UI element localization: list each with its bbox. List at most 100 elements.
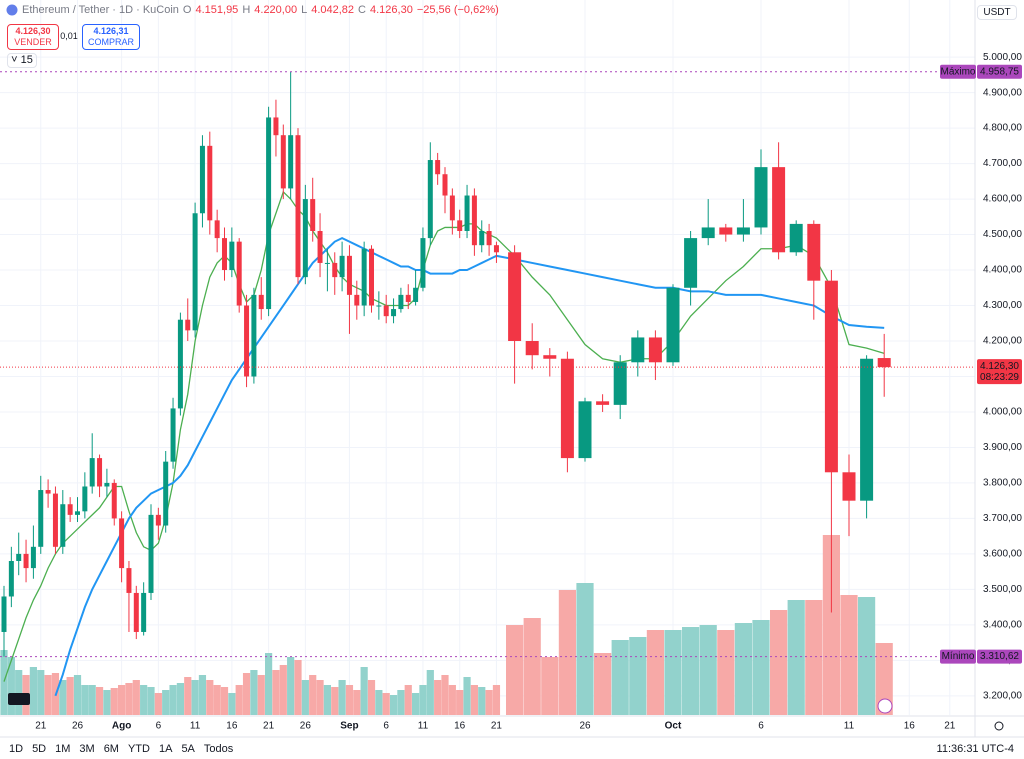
candle-body	[155, 514, 161, 526]
volume-bar	[456, 690, 464, 715]
candle-body	[244, 305, 250, 377]
candle-body	[170, 408, 176, 462]
marker-label: Máximo	[940, 66, 975, 77]
y-tick-label: 5.000,00	[983, 52, 1022, 63]
volume-bar	[154, 693, 162, 715]
symbol: Ethereum / Tether · 1D · KuCoin	[22, 4, 179, 16]
range-button[interactable]: 1D	[9, 742, 24, 755]
candle-body	[596, 401, 610, 405]
candle-body	[236, 241, 242, 306]
candle-body	[119, 518, 125, 569]
clock: 11:36:31 UTC-4	[936, 742, 1014, 755]
y-tick-label: 4.900,00	[983, 87, 1022, 98]
candle-body	[543, 355, 557, 359]
volume-bar	[95, 687, 104, 715]
volume-bar	[140, 685, 148, 715]
volume-bar	[66, 677, 74, 715]
x-tick-label: 26	[300, 721, 312, 732]
volume-bar	[206, 680, 214, 715]
range-button[interactable]: YTD	[127, 742, 150, 755]
marker-tag	[940, 64, 976, 79]
candle-body	[354, 294, 360, 306]
candle-body	[8, 561, 14, 597]
volume-bar	[88, 685, 96, 715]
indicators-toggle[interactable]: ˅ 15	[7, 53, 37, 68]
countdown: 08:23:29	[980, 372, 1019, 383]
volume-bar	[470, 685, 478, 715]
volume-bar	[448, 685, 456, 715]
buy-label: COMPRAR	[87, 37, 134, 47]
candle-body	[457, 220, 463, 231]
x-tick-label: 6	[156, 721, 162, 732]
volume-bar	[294, 660, 302, 715]
candle-body	[324, 262, 330, 264]
candle-body	[148, 514, 154, 593]
candle-body	[666, 287, 680, 363]
volume-bar	[345, 685, 354, 715]
candle-body	[104, 482, 110, 487]
volume-bar	[419, 685, 427, 715]
volume-bar	[59, 680, 67, 715]
change: −25,56 (−0,62%)	[416, 4, 499, 16]
buy-price: 4.126,31	[93, 26, 129, 36]
volume-bar	[228, 693, 236, 715]
volume-bar	[523, 618, 541, 715]
candle-body	[807, 223, 821, 281]
candle-body	[736, 227, 750, 235]
candle-body	[214, 220, 220, 239]
range-button[interactable]: 1A	[158, 742, 173, 755]
y-tick-label: 3.600,00	[983, 549, 1022, 560]
candle-body	[177, 319, 183, 409]
y-tick-label: 3.500,00	[983, 584, 1022, 595]
candle-body	[560, 358, 574, 459]
price-tag	[977, 64, 1022, 79]
range-button[interactable]: 6M	[103, 742, 119, 755]
candle-body	[23, 553, 29, 569]
volume-bar	[382, 693, 390, 715]
volume-bar	[198, 675, 207, 715]
x-tick-label: Oct	[665, 721, 682, 732]
volume-bar	[664, 630, 682, 715]
y-tick-label: 4.000,00	[983, 407, 1022, 418]
volume-bar	[242, 673, 251, 715]
range-button[interactable]: 3M	[79, 742, 95, 755]
volume-bar	[220, 687, 229, 715]
volume-bar	[646, 630, 664, 715]
volume-bar	[404, 685, 412, 715]
ohlc-label: C	[358, 4, 366, 16]
volume-bar	[118, 685, 126, 715]
candle-body	[16, 553, 22, 561]
candle-body	[471, 195, 477, 246]
candle-body	[89, 458, 95, 487]
buy-button[interactable]: 4.126,31 COMPRAR	[82, 24, 140, 50]
volume-bar	[397, 690, 405, 715]
x-tick-label: 16	[226, 721, 238, 732]
volume-bar	[770, 610, 788, 715]
candle-body	[251, 294, 257, 377]
indicator-count: 15	[20, 54, 33, 66]
volume-bar	[840, 595, 858, 715]
volume-bar	[301, 680, 309, 715]
sell-button[interactable]: 4.126,30 VENDER	[7, 24, 59, 50]
range-button[interactable]: Todos	[203, 742, 234, 755]
range-button[interactable]: 1M	[55, 742, 71, 755]
range-button[interactable]: 5D	[32, 742, 47, 755]
volume-bar	[576, 583, 594, 715]
volume-bar	[176, 683, 184, 715]
volume-bar	[353, 690, 361, 715]
x-tick-label: 11	[190, 721, 201, 732]
x-tick-label: 21	[944, 721, 956, 732]
candle-body	[38, 490, 44, 547]
candle-body	[295, 135, 301, 278]
candle-body	[525, 341, 539, 356]
candle-body	[631, 337, 645, 363]
marker-tag	[940, 649, 976, 664]
range-button[interactable]: 5A	[181, 742, 195, 755]
y-tick-label: 3.200,00	[983, 690, 1022, 701]
volume-bar	[309, 675, 317, 715]
candle-body	[75, 511, 80, 515]
candle-body	[860, 358, 874, 501]
currency-button[interactable]: USDT	[977, 5, 1017, 20]
symbol-icon	[6, 4, 18, 16]
volume-bar	[594, 653, 612, 715]
